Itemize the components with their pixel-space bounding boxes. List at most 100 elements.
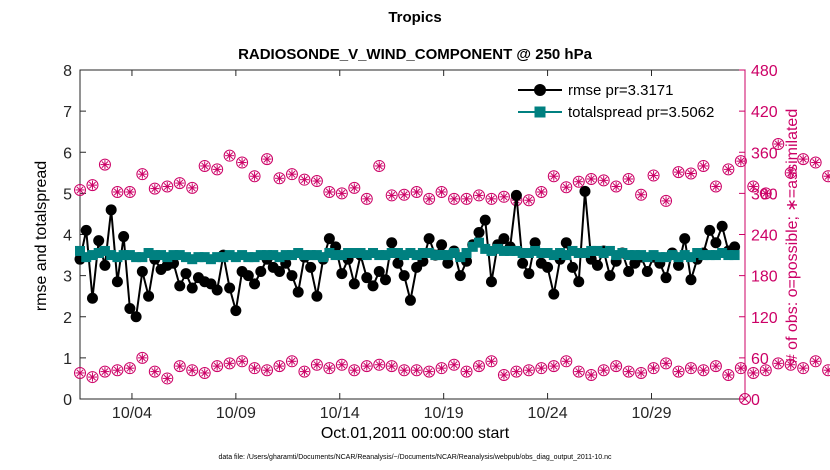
obs-possible-circle xyxy=(535,186,548,199)
rmse-point xyxy=(660,272,672,284)
obs-assimilated-star xyxy=(176,362,184,370)
obs-count-point xyxy=(423,365,436,378)
obs-possible-circle xyxy=(360,192,373,205)
totalspread-point xyxy=(685,252,696,263)
obs-count-point xyxy=(285,168,298,181)
obs-possible-circle xyxy=(660,357,673,370)
obs-assimilated-star xyxy=(799,155,807,163)
totalspread-point xyxy=(629,250,640,261)
obs-possible-circle xyxy=(684,167,697,180)
obs-possible-circle xyxy=(261,364,274,377)
obs-count-point xyxy=(709,360,722,373)
rmse-point xyxy=(529,237,541,249)
totalspread-point xyxy=(505,245,516,256)
y-tick-label: 5 xyxy=(63,186,72,203)
rmse-point xyxy=(542,261,554,273)
obs-assimilated-star xyxy=(251,364,259,372)
totalspread-point xyxy=(218,252,229,263)
obs-assimilated-star xyxy=(113,188,121,196)
obs-assimilated-star xyxy=(724,165,732,173)
totalspread-point xyxy=(517,248,528,259)
totalspread-point xyxy=(193,252,204,263)
totalspread-point xyxy=(604,245,615,256)
obs-count-point xyxy=(198,159,211,172)
rmse-point xyxy=(274,266,285,278)
obs-count-point xyxy=(435,186,448,199)
obs-count-point xyxy=(186,181,199,194)
obs-count-point xyxy=(223,357,236,370)
obs-possible-circle xyxy=(385,189,398,202)
obs-assimilated-star xyxy=(475,191,483,199)
totalspread-point xyxy=(474,237,484,248)
totalspread-point xyxy=(486,245,497,256)
obs-possible-circle xyxy=(497,190,510,203)
obs-assimilated-star xyxy=(687,169,695,178)
obs-possible-circle xyxy=(697,364,710,377)
totalspread-point xyxy=(187,254,198,265)
obs-assimilated-star xyxy=(425,195,433,203)
obs-possible-circle xyxy=(98,365,111,378)
legend: rmse pr=3.3171 totalspread pr=3.5062 xyxy=(518,82,714,121)
totalspread-point xyxy=(361,250,372,261)
totalspread-point xyxy=(131,252,142,263)
obs-possible-circle xyxy=(759,364,772,377)
obs-possible-circle xyxy=(822,170,830,183)
totalspread-point xyxy=(99,245,110,256)
obs-possible-circle xyxy=(348,181,361,194)
obs-possible-circle xyxy=(335,187,348,200)
obs-count-endpoint xyxy=(739,393,751,405)
totalspread-point xyxy=(199,252,210,263)
obs-assimilated-star xyxy=(325,364,333,372)
totalspread-point xyxy=(262,250,273,261)
obs-count-point xyxy=(211,163,224,176)
legend-rmse-marker xyxy=(534,84,546,96)
rmse-point xyxy=(710,237,722,249)
obs-endpoint-circle xyxy=(739,393,751,405)
obs-possible-circle xyxy=(136,351,149,364)
obs-assimilated-star xyxy=(500,193,508,201)
obs-count-point xyxy=(547,360,560,373)
obs-possible-circle xyxy=(610,180,623,193)
obs-possible-circle xyxy=(285,355,298,368)
rmse-point xyxy=(579,185,591,197)
legend-rmse-label: rmse pr=3.3171 xyxy=(568,82,673,99)
obs-possible-circle xyxy=(410,186,423,199)
obs-possible-circle xyxy=(373,358,386,371)
obs-assimilated-star xyxy=(500,371,508,379)
obs-count-point xyxy=(248,170,261,183)
rmse-point xyxy=(367,280,379,292)
obs-count-point xyxy=(335,358,348,371)
obs-assimilated-star xyxy=(375,162,383,170)
obs-assimilated-star xyxy=(562,183,570,191)
obs-possible-circle xyxy=(148,365,161,378)
totalspread-point xyxy=(424,248,435,259)
obs-possible-circle xyxy=(435,362,448,375)
obs-possible-circle xyxy=(772,138,785,151)
rmse-point xyxy=(485,276,497,288)
rmse-point xyxy=(404,294,416,306)
obs-assimilated-star xyxy=(113,366,121,374)
obs-count-point xyxy=(684,167,697,180)
obs-possible-circle xyxy=(236,156,249,169)
totalspread-point xyxy=(661,252,672,263)
obs-assimilated-star xyxy=(575,368,583,376)
totalspread-point xyxy=(205,254,216,265)
rmse-point xyxy=(641,266,653,278)
obs-count-point xyxy=(797,153,810,166)
y-right-tick-label: 0 xyxy=(751,392,760,409)
plot-frame xyxy=(79,69,746,400)
obs-count-point xyxy=(747,180,760,193)
obs-count-point xyxy=(672,365,685,378)
totalspread-point xyxy=(368,248,379,259)
totalspread-point xyxy=(81,252,92,263)
obs-assimilated-star xyxy=(512,368,520,376)
obs-count-point xyxy=(385,360,398,373)
chart-subtitle: RADIOSONDE_V_WIND_COMPONENT @ 250 hPa xyxy=(238,46,593,63)
obs-count-point xyxy=(173,360,186,373)
rmse-point xyxy=(729,241,741,253)
obs-count-point xyxy=(709,180,722,193)
totalspread-markers xyxy=(75,237,740,265)
obs-assimilated-star xyxy=(612,183,620,191)
obs-count-point xyxy=(261,153,274,166)
obs-count-point xyxy=(211,360,224,373)
